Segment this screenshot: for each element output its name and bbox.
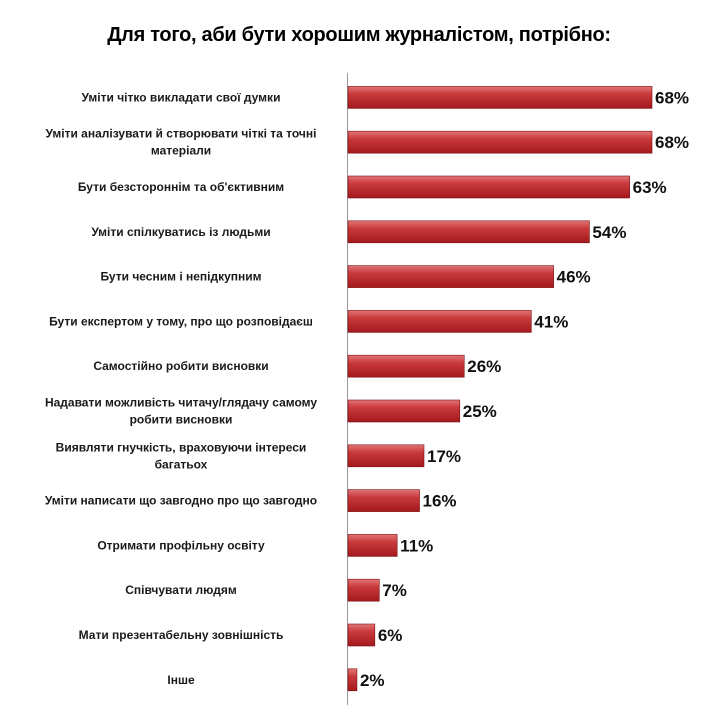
bar-13 [347,623,376,647]
value-label-13: 6% [378,626,403,645]
category-label-9: Виявляти гнучкість, враховуючи інтереси б… [56,440,307,471]
value-label-4: 54% [592,223,626,242]
value-labels-layer: 68% 68% 63% 54% 46% 41% 26% 25% 17% 16% 11% 7% 6% 2% [360,88,689,689]
category-label-10: Уміти написати що завгодно про що завгод… [45,494,317,508]
value-label-3: 63% [633,178,667,197]
value-label-14: 2% [360,671,385,690]
value-label-6: 41% [534,312,568,331]
category-label-line: Мати презентабельну зовнішність [79,628,284,642]
category-label-line: робити висновки [130,413,233,427]
value-label-10: 16% [423,492,457,511]
category-label-13: Мати презентабельну зовнішність [79,628,284,642]
category-label-line: Інше [167,673,195,687]
category-label-line: Уміти чітко викладати свої думки [82,90,281,104]
bar-5 [347,265,554,288]
category-label-line: Бути безстороннім та об'єктивним [78,180,284,194]
category-label-5: Бути чесним і непідкупним [100,270,261,284]
value-label-7: 26% [467,357,501,376]
category-label-12: Співчувати людям [125,583,237,597]
category-label-line: Уміти аналізувати й створювати чіткі та … [46,127,317,141]
bar-12 [347,578,380,602]
category-label-line: Надавати можливість читачу/глядачу самом… [45,396,317,410]
category-label-line: Уміти спілкуватись із людьми [91,225,270,239]
category-label-line: Бути чесним і непідкупним [100,270,261,284]
bar-10 [347,489,420,512]
value-label-2: 68% [655,133,689,152]
category-label-1: Уміти чітко викладати свої думки [82,90,281,104]
category-label-line: Самостійно робити висновки [93,359,268,373]
bar-1 [347,86,653,109]
category-label-line: Отримати профільну освіту [97,538,265,552]
category-label-line: матеріали [151,144,211,158]
category-label-11: Отримати профільну освіту [97,538,265,552]
chart-title: Для того, аби бути хорошим журналістом, … [107,24,611,46]
category-labels-layer: Уміти чітко викладати свої думки Уміти ан… [45,90,318,686]
category-label-line: багатьох [155,457,208,471]
bar-3 [347,175,630,199]
bar-2 [347,130,653,154]
category-label-line: Співчувати людям [125,583,237,597]
category-label-4: Уміти спілкуватись із людьми [91,225,270,239]
category-label-line: Виявляти гнучкість, враховуючи інтереси [56,440,307,454]
value-label-8: 25% [463,402,497,421]
bar-6 [347,310,532,333]
value-label-5: 46% [557,268,591,287]
bar-14 [347,668,358,692]
bar-7 [347,354,465,378]
bars-layer [347,86,653,692]
value-label-9: 17% [427,447,461,466]
bar-4 [347,220,590,244]
bar-11 [347,534,398,557]
category-label-3: Бути безстороннім та об'єктивним [78,180,284,194]
category-label-line: Уміти написати що завгодно про що завгод… [45,494,317,508]
value-label-12: 7% [382,581,407,600]
bar-8 [347,399,461,423]
category-label-line: Бути експертом у тому, про що розповідає… [49,314,313,328]
category-label-8: Надавати можливість читачу/глядачу самом… [45,396,317,427]
category-label-6: Бути експертом у тому, про що розповідає… [49,314,313,328]
value-label-11: 11% [400,536,433,555]
category-label-7: Самостійно робити висновки [93,359,268,373]
value-label-1: 68% [655,88,689,107]
category-label-2: Уміти аналізувати й створювати чіткі та … [46,127,317,158]
bar-9 [347,444,425,468]
category-label-14: Інше [167,673,195,687]
